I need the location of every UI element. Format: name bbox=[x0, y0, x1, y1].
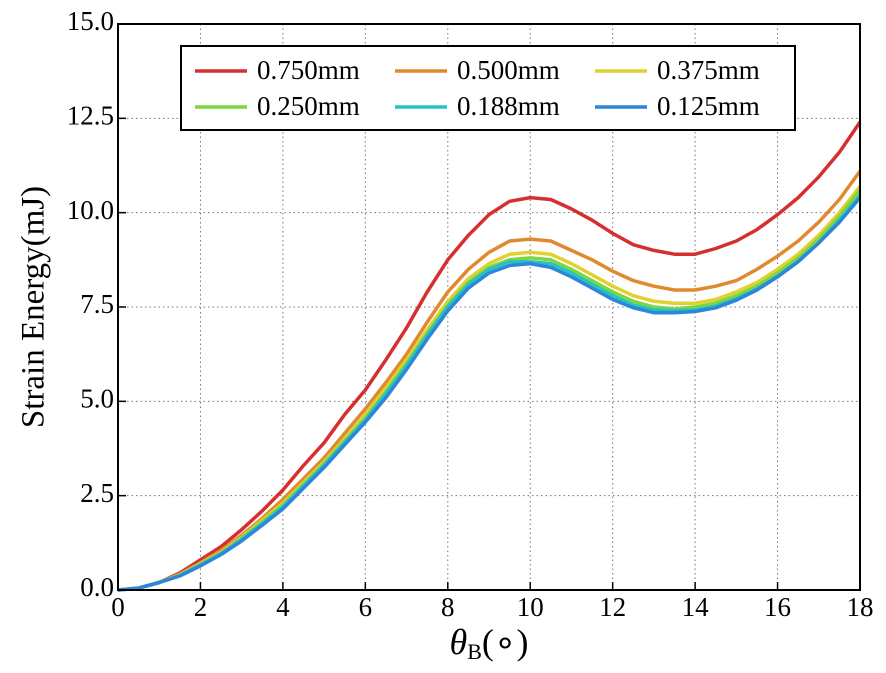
x-tick-label: 10 bbox=[517, 592, 544, 622]
y-tick-label: 15.0 bbox=[67, 6, 114, 36]
series-line bbox=[117, 121, 862, 592]
legend: 0.750mm 0.500mm 0.375mm 0.250mm 0.188mm 0.125… bbox=[180, 45, 796, 131]
plot-frame bbox=[117, 23, 861, 591]
x-axis-label: θB(∘) bbox=[450, 622, 529, 664]
x-label-subscript: B bbox=[467, 639, 482, 664]
x-tick-label: 14 bbox=[682, 592, 710, 622]
y-tick-label: 7.5 bbox=[80, 289, 114, 319]
legend-label: 0.125mm bbox=[657, 91, 760, 121]
series-line bbox=[117, 185, 862, 592]
y-axis-label: Strain Energy(mJ) bbox=[16, 186, 52, 428]
y-tick-label: 10.0 bbox=[67, 195, 114, 225]
y-tick-label: 5.0 bbox=[80, 384, 114, 414]
x-tick-label: 4 bbox=[276, 592, 290, 622]
x-tick-label: 12 bbox=[599, 592, 626, 622]
x-tick-label: 18 bbox=[847, 592, 874, 622]
legend-label: 0.500mm bbox=[457, 55, 560, 85]
y-tick-label: 2.5 bbox=[80, 478, 114, 508]
y-tick-label: 12.5 bbox=[67, 101, 114, 131]
x-tick-label: 0 bbox=[111, 592, 125, 622]
legend-label: 0.188mm bbox=[457, 91, 560, 121]
x-tick-label: 8 bbox=[441, 592, 455, 622]
x-tick-label: 16 bbox=[764, 592, 791, 622]
y-tick-label: 0.0 bbox=[80, 572, 114, 602]
series-line bbox=[117, 196, 862, 592]
x-label-symbol: θ bbox=[450, 622, 468, 662]
series-line bbox=[117, 194, 862, 592]
legend-label: 0.375mm bbox=[657, 55, 760, 85]
legend-label: 0.750mm bbox=[257, 55, 360, 85]
legend-label: 0.250mm bbox=[257, 91, 360, 121]
series-line bbox=[117, 188, 862, 592]
x-tick-label: 2 bbox=[194, 592, 208, 622]
legend-box bbox=[180, 45, 796, 131]
x-tick-label: 6 bbox=[359, 592, 373, 622]
x-label-unit: (∘) bbox=[482, 622, 529, 662]
